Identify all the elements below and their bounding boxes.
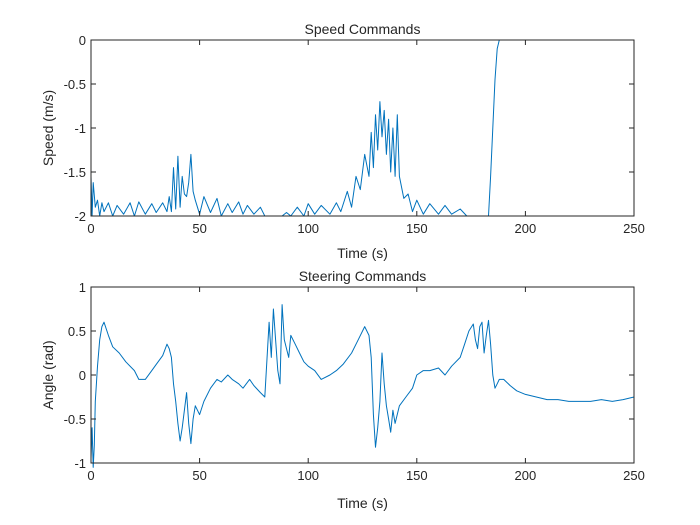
speed-x-tick-label: 250 bbox=[623, 221, 645, 236]
speed-y-tick-label: 0 bbox=[79, 33, 86, 48]
steering-x-tick-label: 150 bbox=[406, 468, 428, 483]
steering-ticks: 0 50 100 150 200 250 1 0.5 0 -0.5 -1 bbox=[64, 280, 645, 483]
speed-chart-title: Speed Commands bbox=[305, 21, 421, 37]
steering-x-tick-label: 250 bbox=[623, 468, 645, 483]
steering-series-line-steering bbox=[90, 304, 635, 468]
speed-x-axis-label: Time (s) bbox=[337, 245, 388, 261]
steering-y-axis-label: Angle (rad) bbox=[40, 340, 56, 409]
speed-y-tick-label: -0.5 bbox=[64, 77, 86, 92]
speed-y-tick-label: -1 bbox=[74, 121, 86, 136]
speed-x-tick-label: 50 bbox=[192, 221, 206, 236]
steering-x-tick-label: 0 bbox=[87, 468, 94, 483]
steering-series bbox=[90, 304, 635, 468]
steering-y-tick-label: -1 bbox=[74, 456, 86, 471]
steering-x-axis-label: Time (s) bbox=[337, 495, 388, 511]
steering-commands-axes: 0 50 100 150 200 250 1 0.5 0 -0.5 -1 Steering Comm… bbox=[40, 268, 645, 511]
steering-y-tick-label: -0.5 bbox=[64, 412, 86, 427]
steering-x-tick-label: 100 bbox=[297, 468, 319, 483]
speed-x-tick-label: 100 bbox=[297, 221, 319, 236]
steering-chart-title: Steering Commands bbox=[299, 268, 427, 284]
steering-y-tick-label: 0.5 bbox=[68, 324, 86, 339]
speed-y-tick-label: -1.5 bbox=[64, 165, 86, 180]
speed-x-tick-label: 200 bbox=[515, 221, 537, 236]
speed-y-axis-label: Speed (m/s) bbox=[40, 90, 56, 166]
speed-x-tick-label: 150 bbox=[406, 221, 428, 236]
steering-y-tick-label: 1 bbox=[79, 280, 86, 295]
steering-x-tick-label: 200 bbox=[515, 468, 537, 483]
speed-y-tick-label: -2 bbox=[74, 209, 86, 224]
speed-commands-axes: 0 50 100 150 200 250 0 -0.5 -1 -1.5 -2 Speed Comma… bbox=[40, 21, 645, 261]
speed-ticks: 0 50 100 150 200 250 0 -0.5 -1 -1.5 -2 bbox=[64, 33, 645, 236]
steering-x-tick-label: 50 bbox=[192, 468, 206, 483]
speed-x-tick-label: 0 bbox=[87, 221, 94, 236]
steering-y-tick-label: 0 bbox=[79, 368, 86, 383]
